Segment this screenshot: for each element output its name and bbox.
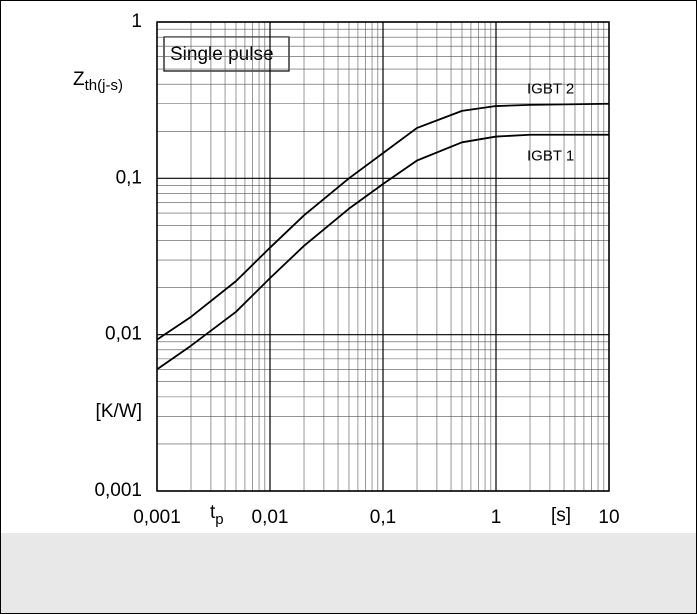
y-tick-label: 0,1	[116, 167, 142, 188]
x-tick-label: 10	[598, 507, 619, 528]
y-label-sub: th(j-s)	[85, 77, 123, 94]
x-tick-label: 0,001	[133, 507, 181, 528]
x-label-main: t	[210, 502, 216, 523]
y-tick-label: 1	[131, 11, 142, 32]
x-tick-label: 0,1	[370, 507, 396, 528]
y-axis-label: Zth(j-s)	[73, 69, 123, 94]
y-tick-label: 0,001	[94, 480, 142, 501]
legend-label: IGBT 2	[527, 81, 574, 98]
series-line	[156, 102, 610, 341]
y-tick-label: 0,01	[105, 324, 142, 345]
x-unit: [s]	[551, 505, 571, 526]
plot-border	[156, 21, 610, 492]
x-tick-label: 0,01	[252, 507, 289, 528]
annotation: Single pulse	[170, 44, 274, 65]
y-label-main: Z	[73, 69, 85, 90]
x-tick-label: 1	[491, 507, 502, 528]
x-label-sub: p	[215, 511, 223, 528]
legend-label: IGBT 1	[527, 148, 574, 165]
series-line	[156, 133, 609, 371]
annotation-box	[163, 36, 290, 72]
x-axis-label: tp	[210, 502, 224, 528]
footer-band	[1, 533, 696, 613]
y-unit: [K/W]	[96, 401, 142, 422]
